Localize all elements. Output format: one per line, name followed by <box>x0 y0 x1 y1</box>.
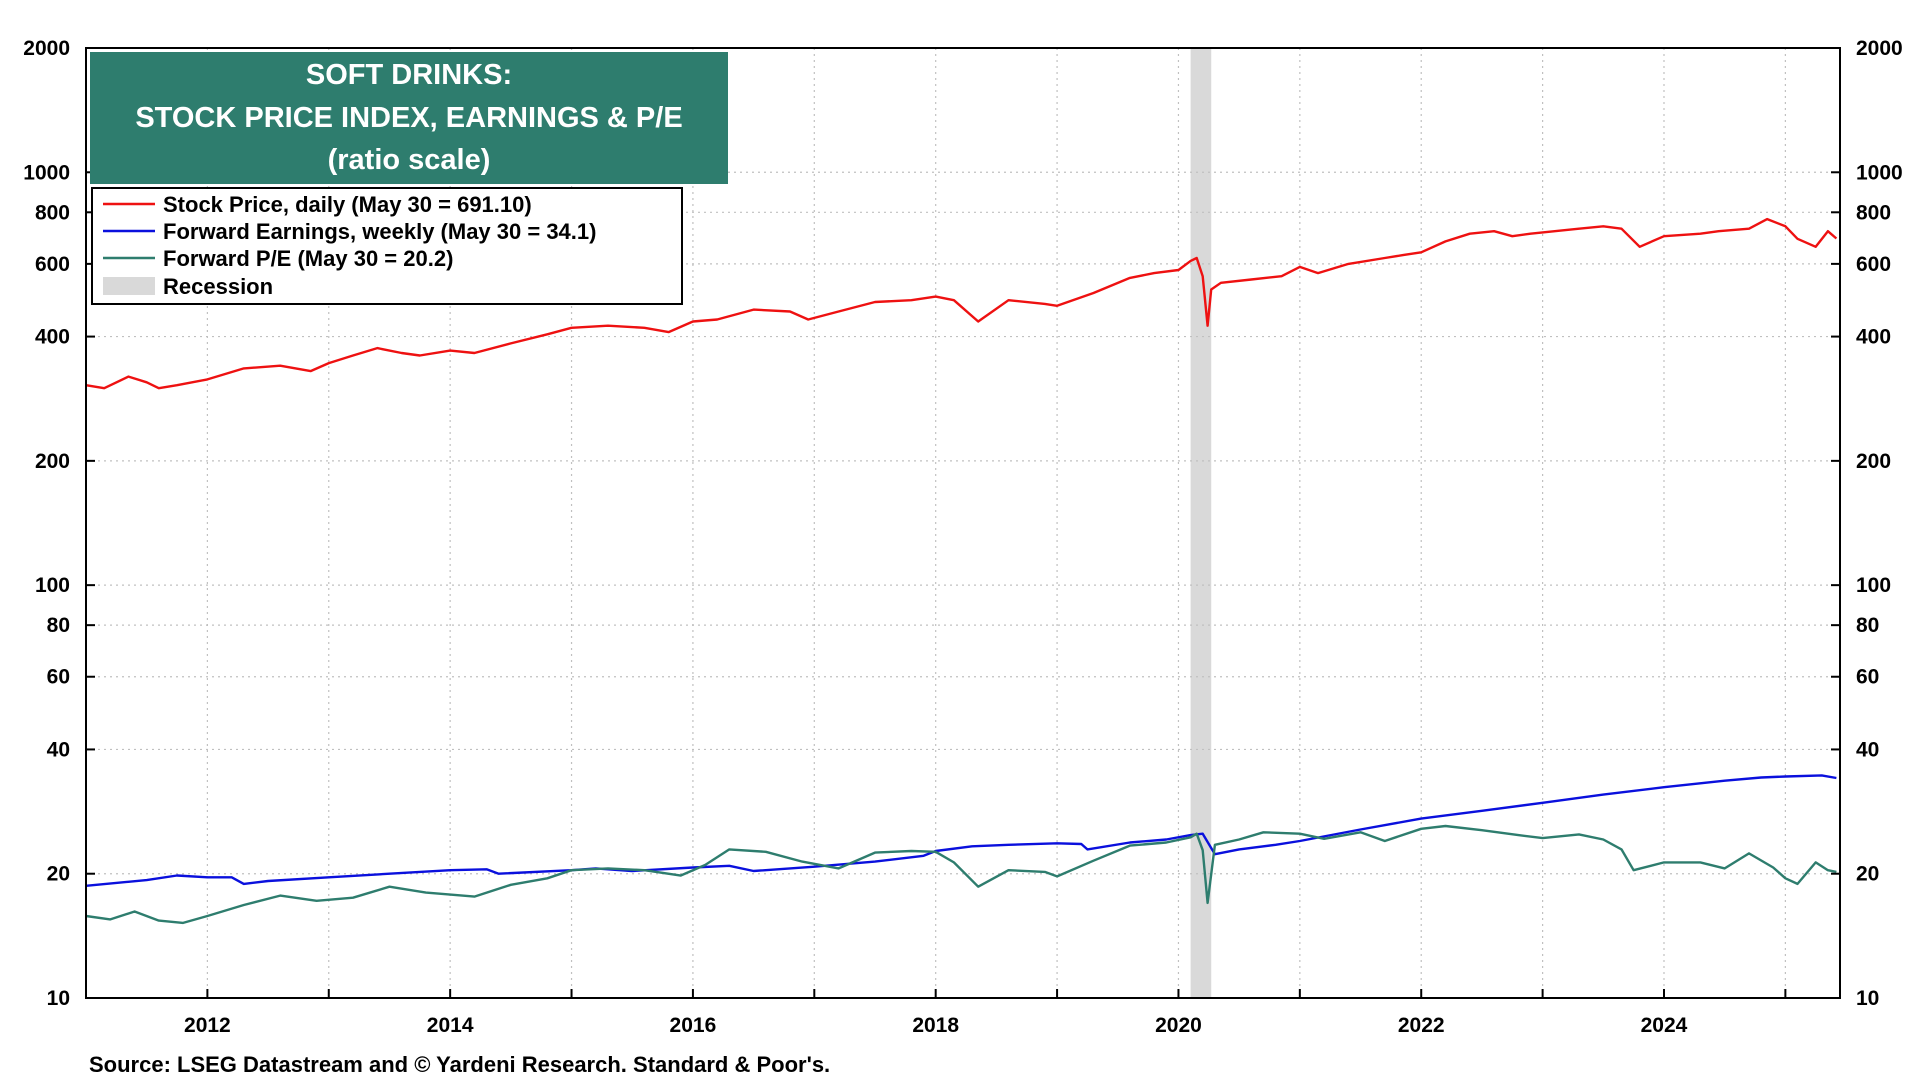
y-tick-label-right: 800 <box>1856 201 1891 224</box>
y-tick-label-left: 40 <box>47 738 70 761</box>
legend-swatch-recession <box>103 277 155 295</box>
y-tick-label-left: 400 <box>35 326 70 349</box>
y-tick-label-right: 2000 <box>1856 37 1903 60</box>
x-tick-label: 2022 <box>1398 1014 1445 1037</box>
y-tick-label-right: 100 <box>1856 574 1891 597</box>
series-line-forward-earnings <box>85 774 1837 887</box>
legend-label-stock-price: Stock Price, daily (May 30 = 691.10) <box>163 192 532 217</box>
y-tick-label-left: 10 <box>47 987 70 1010</box>
plot-frame <box>85 47 1841 999</box>
y-tick-label-right: 600 <box>1856 253 1891 276</box>
x-tick-label: 2014 <box>427 1014 474 1037</box>
source-note: Source: LSEG Datastream and © Yardeni Re… <box>89 1052 830 1077</box>
recession-band <box>1190 48 1212 998</box>
y-tick-label-right: 400 <box>1856 326 1891 349</box>
title-line-1: SOFT DRINKS: <box>306 59 512 91</box>
y-tick-label-right: 1000 <box>1856 161 1903 184</box>
y-tick-label-right: 60 <box>1856 666 1879 689</box>
legend-label-recession: Recession <box>163 274 273 299</box>
chart-title-box: SOFT DRINKS: STOCK PRICE INDEX, EARNINGS… <box>90 52 728 184</box>
legend-label-forward-earnings: Forward Earnings, weekly (May 30 = 34.1) <box>163 219 596 244</box>
y-tick-label-left: 800 <box>35 201 70 224</box>
series-line-stock-price <box>85 217 1838 390</box>
legend-label-forward-pe: Forward P/E (May 30 = 20.2) <box>163 246 453 271</box>
title-line-2: STOCK PRICE INDEX, EARNINGS & P/E <box>135 102 682 134</box>
recession-layer <box>1190 48 1212 998</box>
y-tick-label-left: 600 <box>35 253 70 276</box>
y-tick-label-left: 1000 <box>23 161 70 184</box>
y-tick-label-right: 40 <box>1856 738 1879 761</box>
x-tick-label: 2012 <box>184 1014 231 1037</box>
y-tick-label-right: 10 <box>1856 987 1879 1010</box>
legend-box <box>91 187 683 305</box>
x-tick-label: 2020 <box>1155 1014 1202 1037</box>
x-axis-labels: 2012 2014 2016 2018 2020 2022 2024 <box>184 1014 1688 1037</box>
y-tick-label-left: 20 <box>47 863 70 886</box>
y-axis-left-labels: 2000 1000 800 600 400 200 100 80 60 40 20 10 <box>23 37 70 1010</box>
series-line-forward-pe <box>85 824 1837 925</box>
x-tick-label: 2016 <box>670 1014 717 1037</box>
x-tick-label: 2018 <box>912 1014 959 1037</box>
y-tick-label-left: 2000 <box>23 37 70 60</box>
y-tick-label-left: 200 <box>35 450 70 473</box>
series-layer <box>85 217 1838 925</box>
grid-layer <box>86 48 1840 998</box>
y-tick-label-left: 60 <box>47 666 70 689</box>
y-axis-right-labels: 2000 1000 800 600 400 200 100 80 60 40 20 10 <box>1856 37 1903 1010</box>
title-background <box>90 52 728 184</box>
y-tick-label-right: 80 <box>1856 614 1879 637</box>
x-tick-label: 2024 <box>1641 1014 1688 1037</box>
title-line-3: (ratio scale) <box>328 144 491 176</box>
legend: Stock Price, daily (May 30 = 691.10) For… <box>91 187 683 305</box>
y-tick-label-right: 200 <box>1856 450 1891 473</box>
y-tick-label-left: 80 <box>47 614 70 637</box>
y-tick-label-left: 100 <box>35 574 70 597</box>
y-tick-label-right: 20 <box>1856 863 1879 886</box>
